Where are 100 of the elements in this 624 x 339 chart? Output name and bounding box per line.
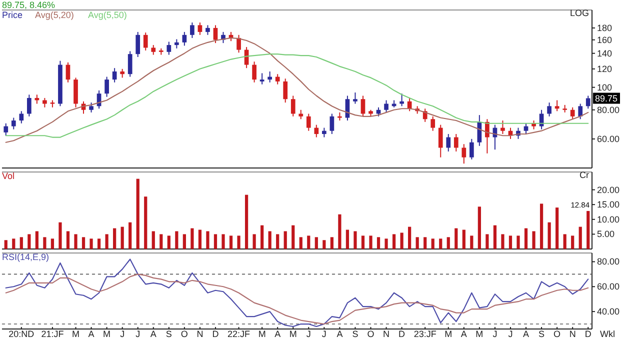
candlestick xyxy=(19,110,24,124)
bar xyxy=(292,225,295,249)
candlestick xyxy=(206,24,210,36)
text: Price xyxy=(2,10,23,20)
bar xyxy=(346,230,350,249)
bar xyxy=(431,238,434,249)
bar xyxy=(454,228,458,249)
bar xyxy=(12,238,16,249)
bar xyxy=(548,222,551,249)
bar xyxy=(571,236,574,249)
bar xyxy=(20,237,23,249)
candlestick xyxy=(11,117,16,130)
bar xyxy=(361,236,365,249)
bar xyxy=(190,228,194,249)
candlestick xyxy=(213,24,218,44)
candlestick xyxy=(547,102,552,117)
bar xyxy=(160,234,163,249)
bar xyxy=(284,231,287,249)
bar xyxy=(222,234,225,249)
y-tick-label: 80.00 xyxy=(597,256,620,267)
y-tick-label: 160 xyxy=(597,34,612,45)
candlestick xyxy=(524,122,528,135)
bar xyxy=(322,240,326,249)
bar xyxy=(229,236,233,249)
y-tick-label: 20.00 xyxy=(597,184,620,195)
bar xyxy=(276,234,280,249)
candlestick xyxy=(182,31,187,46)
bar xyxy=(35,231,38,249)
bar xyxy=(532,231,536,249)
x-tick-label: 20:ND xyxy=(8,329,35,339)
candlestick xyxy=(306,113,311,132)
bar xyxy=(478,206,481,249)
bar xyxy=(470,236,474,249)
candlestick xyxy=(322,127,326,138)
candlestick xyxy=(500,120,505,135)
candlestick xyxy=(446,134,451,152)
bar xyxy=(66,231,70,249)
candlestick xyxy=(384,100,388,113)
bar xyxy=(354,231,357,249)
candlestick xyxy=(353,92,358,104)
bar xyxy=(167,236,170,249)
x-tick-label: A xyxy=(88,329,94,339)
bar xyxy=(486,234,489,249)
candlestick xyxy=(578,103,583,120)
line-series xyxy=(5,274,589,325)
x-axis-title: Wkl xyxy=(600,329,615,339)
bar xyxy=(90,238,93,249)
bar xyxy=(392,234,396,249)
candlestick xyxy=(66,62,70,83)
candlestick xyxy=(236,34,241,54)
candlestick xyxy=(198,22,202,36)
candlestick xyxy=(89,102,94,113)
x-tick-label: O xyxy=(554,329,561,339)
y-tick-label: 100 xyxy=(597,82,612,92)
x-tick-label: A xyxy=(460,329,467,339)
y-tick-label: 40.00 xyxy=(597,306,620,317)
chart-title: Vol xyxy=(2,171,15,181)
candlestick xyxy=(438,124,443,158)
candlestick xyxy=(454,134,458,152)
bar xyxy=(58,222,62,249)
candlestick xyxy=(260,72,264,85)
bar xyxy=(175,231,178,249)
bar xyxy=(136,178,140,249)
x-tick-label: A xyxy=(336,329,343,339)
bar xyxy=(105,234,108,249)
bar xyxy=(299,237,302,249)
x-tick-label: N xyxy=(569,329,576,339)
y-tick-label: 5.00 xyxy=(597,229,615,240)
candlestick xyxy=(174,38,179,49)
candlestick xyxy=(360,95,366,117)
y-tick-label: 140 xyxy=(597,48,612,58)
candlestick xyxy=(143,32,148,51)
bar xyxy=(43,237,46,249)
y-tick-label: 10.00 xyxy=(597,214,620,224)
candlestick xyxy=(151,44,156,56)
text: Avg(5,50) xyxy=(88,10,127,20)
bar xyxy=(376,237,380,249)
bar xyxy=(439,238,442,249)
x-tick-label: O xyxy=(367,329,374,339)
candlestick xyxy=(283,78,288,104)
bar xyxy=(4,240,8,249)
bar xyxy=(244,194,248,249)
bar xyxy=(578,226,582,249)
candlestick xyxy=(586,95,590,110)
bar xyxy=(508,236,512,249)
bar xyxy=(252,234,256,249)
bar xyxy=(369,236,372,249)
x-tick-label: A xyxy=(274,329,281,339)
bar xyxy=(493,225,497,249)
bar xyxy=(182,234,186,249)
y-axis-title: Cr xyxy=(580,170,589,180)
candlestick xyxy=(469,138,474,160)
x-tick-label: D xyxy=(212,329,220,339)
annotation: LOG xyxy=(570,8,589,18)
x-tick-label: A xyxy=(523,329,530,339)
candlestick xyxy=(298,109,304,120)
bar xyxy=(446,237,450,249)
candlestick xyxy=(4,122,8,136)
y-tick-label: 180 xyxy=(597,22,612,33)
x-tick-label: A xyxy=(150,329,156,339)
